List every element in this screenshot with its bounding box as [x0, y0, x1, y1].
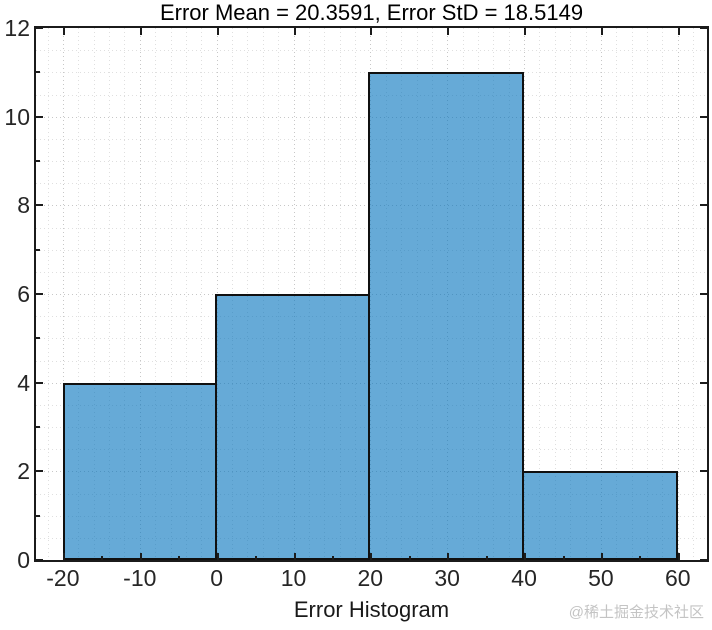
y-tick-label: 12 — [4, 15, 30, 41]
y-tick-label: 2 — [17, 458, 30, 485]
x-major-tick — [216, 553, 219, 560]
x-major-tick — [447, 553, 450, 560]
y-major-tick-right — [700, 559, 707, 561]
plot-area — [34, 26, 709, 562]
histogram-bar — [62, 382, 217, 560]
chart-title: Error Mean = 20.3591, Error StD = 18.514… — [159, 0, 584, 25]
y-tick-label: 8 — [17, 192, 30, 219]
x-major-tick-top — [447, 28, 450, 35]
y-major-tick-right — [700, 470, 707, 473]
y-minor-tick — [36, 514, 40, 517]
y-major-tick — [36, 115, 43, 118]
x-minor-tick — [331, 556, 334, 560]
y-major-tick — [36, 27, 43, 29]
y-minor-tick — [36, 337, 40, 340]
x-tick-label: 0 — [210, 565, 223, 591]
y-major-tick-right — [700, 115, 707, 118]
x-tick-label: -10 — [123, 565, 157, 591]
histogram-bar — [368, 72, 524, 560]
x-minor-tick — [101, 556, 104, 560]
y-major-tick-right — [700, 381, 707, 384]
x-axis-label: Error Histogram — [293, 597, 450, 622]
x-major-tick — [677, 553, 680, 560]
x-tick-label: 10 — [280, 565, 307, 591]
y-major-tick — [36, 204, 43, 207]
x-major-tick-top — [293, 28, 296, 35]
x-major-tick — [62, 553, 65, 560]
x-major-tick-top — [524, 28, 527, 35]
x-major-tick — [524, 553, 527, 560]
x-major-tick-top — [139, 28, 142, 35]
y-major-tick-right — [700, 293, 707, 295]
x-major-tick-top — [370, 28, 373, 35]
y-tick-label: 0 — [17, 547, 30, 573]
y-major-tick — [36, 470, 43, 473]
x-major-tick — [293, 553, 296, 560]
y-minor-tick — [36, 248, 40, 251]
x-major-tick-top — [62, 28, 65, 35]
y-major-tick-right — [700, 27, 707, 29]
x-minor-tick — [485, 556, 488, 560]
y-tick-label: 6 — [17, 281, 30, 307]
y-major-tick — [36, 381, 43, 384]
x-tick-label: 30 — [434, 565, 460, 591]
x-major-tick-top — [216, 28, 219, 35]
x-tick-label: 40 — [511, 565, 537, 591]
x-minor-tick — [639, 556, 642, 560]
y-tick-label: 10 — [4, 103, 30, 130]
watermark: @稀土掘金技术社区 — [568, 604, 704, 621]
x-major-tick-top — [600, 28, 603, 35]
x-minor-tick — [562, 556, 565, 560]
x-tick-label: 60 — [665, 565, 691, 591]
histogram-bar — [214, 294, 371, 560]
x-major-tick — [370, 553, 373, 560]
y-minor-tick — [36, 71, 40, 74]
x-minor-tick — [408, 556, 411, 560]
x-major-tick-top — [677, 28, 680, 35]
minor-grid-line-h — [36, 50, 707, 52]
x-major-tick — [139, 553, 142, 560]
y-major-tick-right — [700, 204, 707, 207]
y-tick-label: 4 — [17, 369, 30, 396]
x-tick-label: 20 — [357, 565, 384, 591]
y-minor-tick — [36, 160, 40, 162]
x-minor-tick — [255, 556, 258, 560]
x-minor-tick — [178, 556, 181, 560]
x-tick-label: -20 — [46, 565, 80, 591]
x-tick-label: 50 — [588, 565, 614, 591]
y-minor-tick — [36, 426, 40, 428]
histogram-bar — [522, 471, 678, 560]
y-major-tick — [36, 559, 43, 561]
y-major-tick — [36, 293, 43, 295]
x-major-tick — [600, 553, 603, 560]
